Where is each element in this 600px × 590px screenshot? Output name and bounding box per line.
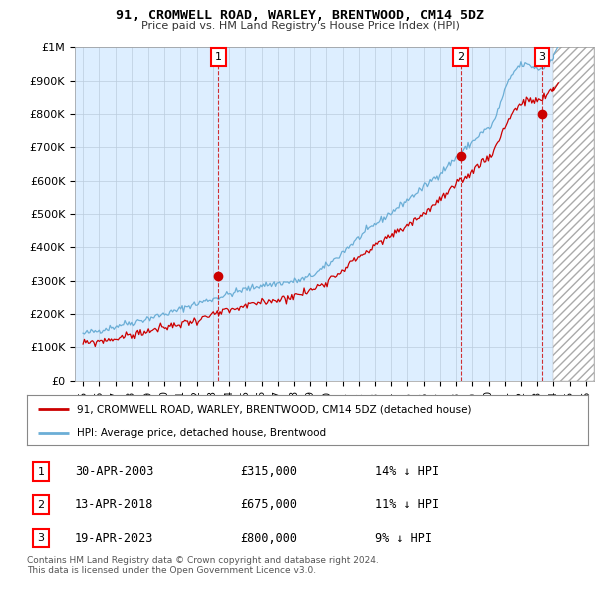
Text: 3: 3 [38, 533, 44, 543]
Text: 91, CROMWELL ROAD, WARLEY, BRENTWOOD, CM14 5DZ (detached house): 91, CROMWELL ROAD, WARLEY, BRENTWOOD, CM… [77, 404, 472, 414]
Text: 11% ↓ HPI: 11% ↓ HPI [375, 499, 439, 512]
Text: 9% ↓ HPI: 9% ↓ HPI [375, 532, 432, 545]
Text: 1: 1 [215, 52, 222, 62]
Text: 1: 1 [38, 467, 44, 477]
Text: 30-APR-2003: 30-APR-2003 [74, 466, 153, 478]
Text: Price paid vs. HM Land Registry's House Price Index (HPI): Price paid vs. HM Land Registry's House … [140, 21, 460, 31]
Bar [553, 47, 594, 381]
Text: 2: 2 [457, 52, 464, 62]
Text: 14% ↓ HPI: 14% ↓ HPI [375, 466, 439, 478]
Text: £800,000: £800,000 [240, 532, 297, 545]
Text: £315,000: £315,000 [240, 466, 297, 478]
Text: 13-APR-2018: 13-APR-2018 [74, 499, 153, 512]
Text: 19-APR-2023: 19-APR-2023 [74, 532, 153, 545]
Text: 3: 3 [538, 52, 545, 62]
Text: £675,000: £675,000 [240, 499, 297, 512]
Text: 2: 2 [37, 500, 44, 510]
Text: Contains HM Land Registry data © Crown copyright and database right 2024.
This d: Contains HM Land Registry data © Crown c… [27, 556, 379, 575]
Text: HPI: Average price, detached house, Brentwood: HPI: Average price, detached house, Bren… [77, 428, 326, 438]
Text: 91, CROMWELL ROAD, WARLEY, BRENTWOOD, CM14 5DZ: 91, CROMWELL ROAD, WARLEY, BRENTWOOD, CM… [116, 9, 484, 22]
